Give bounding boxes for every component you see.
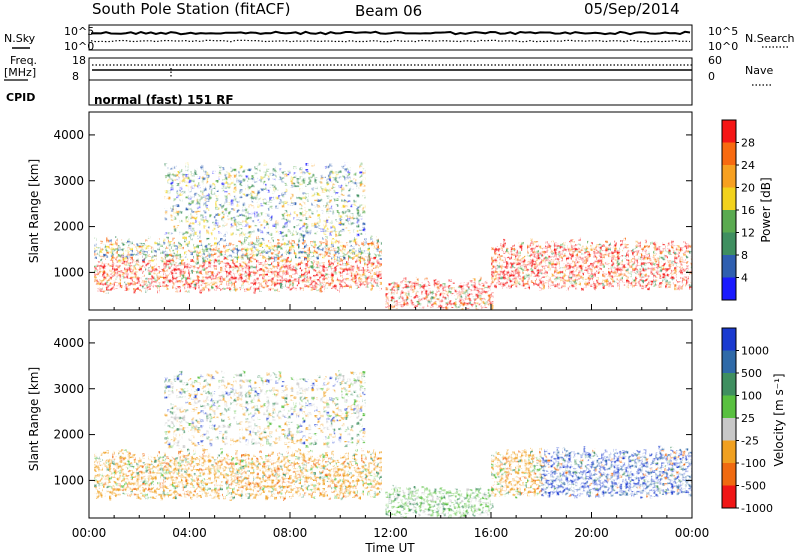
cpid-frame — [88, 79, 693, 106]
velocity-axes: 1000 2000 3000 4000 — [53, 336, 692, 487]
power-data — [94, 162, 692, 310]
velocity-colorbar-label-5: -100 — [741, 457, 766, 470]
power-panel: 1000 2000 3000 4000 Slant Range [km] 4 8 12 16… — [27, 111, 773, 311]
velocity-colorbar-segment-4 — [722, 395, 736, 418]
velocity-colorbar-label-2: 100 — [741, 390, 762, 403]
velocity-ytick-label-3: 4000 — [53, 336, 84, 350]
velocity-ytick-label-2: 3000 — [53, 382, 84, 396]
noise-panel: 10^5 10^0 10^5 10^0 N.Sky N.Search — [4, 24, 795, 53]
x-tick-label-5: 20:00 — [574, 526, 609, 540]
x-tick-label-3: 12:00 — [373, 526, 408, 540]
noise-frame — [88, 24, 693, 51]
x-tick-label-2: 08:00 — [273, 526, 308, 540]
velocity-region-2 — [385, 484, 494, 518]
power-region-2 — [164, 162, 366, 241]
power-colorbar-segment-7 — [722, 120, 736, 143]
velocity-colorbar: 1000 500 100 25 -25 -100 -500 -1000 — [721, 327, 773, 515]
nsky-label: N.Sky — [4, 32, 36, 45]
date-label: 05/Sep/2014 — [584, 0, 680, 18]
power-region-0 — [94, 253, 382, 294]
velocity-colorbar-segment-2 — [722, 440, 736, 463]
velocity-region-4 — [541, 445, 692, 499]
x-tick-label-1: 04:00 — [172, 526, 207, 540]
power-colorbar-label-1: 8 — [741, 249, 748, 262]
velocity-data — [94, 370, 692, 518]
x-tick-label-0: 00:00 — [72, 526, 107, 540]
nave-tick-bottom: 0 — [708, 70, 715, 83]
velocity-ytick-label-0: 1000 — [53, 473, 84, 487]
nsearch-label: N.Search — [745, 32, 795, 45]
x-tick-label-4: 16:00 — [474, 526, 509, 540]
cpid-label: CPID — [6, 91, 35, 104]
velocity-colorbar-segment-0 — [722, 485, 736, 508]
power-region-3 — [385, 276, 494, 310]
freq-tick-bottom: 8 — [72, 70, 79, 83]
velocity-region-3 — [491, 447, 542, 499]
freq-label-1: Freq. — [10, 54, 37, 67]
power-colorbar-label-0: 4 — [741, 272, 748, 285]
power-colorbar-segment-3 — [722, 210, 736, 233]
power-ytick-label-2: 3000 — [53, 174, 84, 188]
power-colorbar-label-6: 28 — [741, 137, 755, 150]
power-colorbar-label-2: 12 — [741, 227, 755, 240]
power-region-4 — [491, 237, 692, 291]
x-axis: 00:00 04:00 08:00 12:00 16:00 20:00 00:00 — [72, 304, 710, 540]
power-colorbar-segment-1 — [722, 255, 736, 278]
velocity-panel: 1000 2000 3000 4000 Slant Range [km] 1000 50… — [27, 319, 786, 519]
x-axis-label: Time UT — [364, 541, 415, 554]
power-colorbar-segment-2 — [722, 232, 736, 255]
velocity-region-0 — [94, 448, 382, 501]
power-colorbar-segment-4 — [722, 187, 736, 210]
velocity-colorbar-segment-5 — [722, 373, 736, 396]
power-colorbar-segment-0 — [722, 277, 736, 300]
noise-tick-left-top: 10^5 — [64, 25, 94, 38]
velocity-colorbar-label: Velocity [m s⁻¹] — [772, 373, 786, 466]
noise-tick-right-top: 10^5 — [708, 25, 738, 38]
noise-tick-right-bottom: 10^0 — [708, 40, 738, 53]
freq-panel: 18 8 60 0 Freq. [MHz] Nave — [4, 54, 773, 86]
power-colorbar-segment-6 — [722, 142, 736, 165]
velocity-colorbar-segment-3 — [722, 418, 736, 441]
power-colorbar-segment-5 — [722, 165, 736, 188]
power-colorbar-label: Power [dB] — [759, 177, 773, 242]
beam-label: Beam 06 — [355, 2, 422, 20]
power-ytick-label-3: 4000 — [53, 128, 84, 142]
velocity-colorbar-label-6: -500 — [741, 480, 766, 493]
velocity-colorbar-label-0: 1000 — [741, 345, 769, 358]
velocity-colorbar-label-1: 500 — [741, 367, 762, 380]
nsky-line — [90, 30, 691, 36]
freq-frame — [88, 57, 693, 81]
freq-label-2: [MHz] — [4, 66, 36, 79]
velocity-region-1 — [164, 370, 366, 449]
power-ytick-label-1: 2000 — [53, 220, 84, 234]
velocity-ytick-label-1: 2000 — [53, 428, 84, 442]
power-colorbar-label-3: 16 — [741, 204, 755, 217]
noise-tick-left-bottom: 10^0 — [64, 40, 94, 53]
power-ylabel: Slant Range [km] — [27, 159, 41, 263]
nave-tick-top: 60 — [708, 54, 722, 67]
power-colorbar-label-4: 20 — [741, 182, 755, 195]
nsearch-line — [90, 39, 691, 43]
velocity-colorbar-label-4: -25 — [741, 435, 759, 448]
velocity-colorbar-label-3: 25 — [741, 412, 755, 425]
power-colorbar-label-5: 24 — [741, 159, 755, 172]
freq-tick-top: 18 — [72, 54, 86, 67]
power-colorbar: 4 8 12 16 20 24 28 — [721, 119, 755, 301]
power-region-1 — [94, 235, 382, 264]
velocity-colorbar-label-7: -1000 — [741, 502, 773, 515]
power-ytick-label-0: 1000 — [53, 265, 84, 279]
velocity-colorbar-segment-1 — [722, 463, 736, 486]
x-tick-label-6: 00:00 — [675, 526, 710, 540]
cpid-value: normal (fast) 151 RF — [94, 93, 234, 107]
power-axes: 1000 2000 3000 4000 — [53, 128, 692, 279]
velocity-ylabel: Slant Range [km] — [27, 367, 41, 471]
velocity-colorbar-segment-6 — [722, 350, 736, 373]
nave-label: Nave — [745, 64, 773, 77]
figure-title: South Pole Station (fitACF) — [92, 0, 290, 18]
velocity-colorbar-segment-7 — [722, 328, 736, 351]
